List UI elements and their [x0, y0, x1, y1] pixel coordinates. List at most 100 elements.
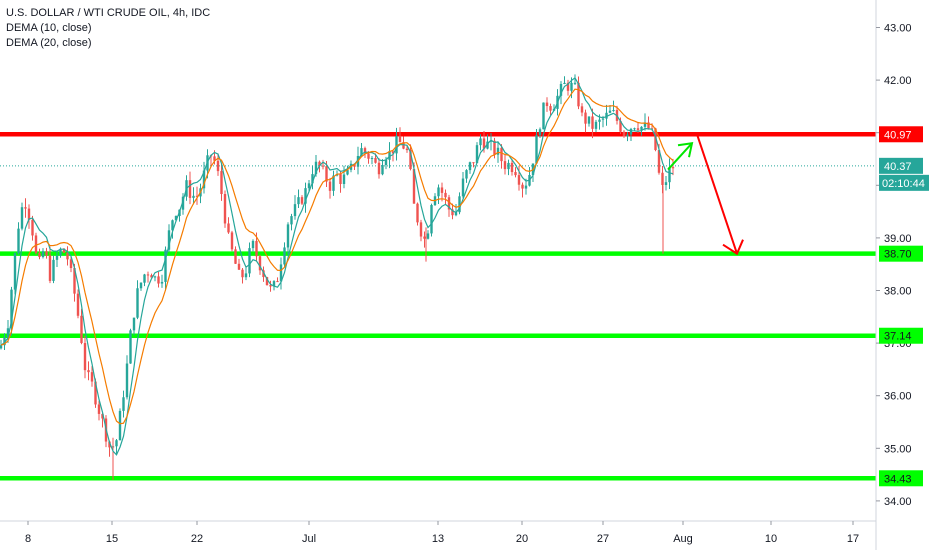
candle-body [587, 116, 591, 124]
candle-body [447, 197, 451, 210]
candle-body [143, 274, 146, 283]
candle-body [612, 110, 615, 112]
horizontal-levels-layer [0, 132, 876, 481]
candle-body [94, 381, 97, 405]
candle-body [321, 165, 325, 167]
candle-body [444, 192, 447, 198]
price-tick-label: 34.00 [884, 496, 912, 508]
candle-body [216, 160, 220, 172]
candle-body [265, 277, 269, 286]
time-tick-label: 15 [106, 533, 118, 545]
candle-body [409, 150, 412, 170]
level-badge-label: 40.97 [884, 129, 912, 141]
candle-body [3, 337, 6, 346]
candle-body [80, 315, 83, 344]
chart-legend: U.S. DOLLAR / WTI CRUDE OIL, 4h, IDC DEM… [6, 6, 210, 51]
candle-body [234, 249, 237, 264]
candle-body [608, 110, 612, 113]
candle-body [118, 410, 122, 441]
candle-body [486, 141, 489, 149]
candle-body [577, 82, 580, 107]
time-tick-label: 10 [765, 533, 777, 545]
candle-body [24, 207, 27, 209]
level-badge-label: 34.43 [884, 473, 912, 485]
dema-10-legend[interactable]: DEMA (10, close) [6, 22, 92, 34]
candle-body [419, 222, 423, 237]
candle-body [125, 363, 129, 398]
candle-body [601, 118, 605, 120]
candle-body [157, 276, 160, 284]
time-tick-label: 22 [191, 533, 203, 545]
candle-body [370, 157, 374, 159]
candle-body [384, 159, 388, 165]
candle-body [283, 247, 286, 265]
candle-body [475, 145, 479, 164]
candle-body [220, 171, 223, 195]
price-tick-label: 35.00 [884, 443, 912, 455]
candle-body [83, 343, 87, 371]
candle-body [482, 138, 486, 149]
candle-body [423, 236, 426, 239]
candle-body [160, 281, 164, 284]
symbol-title[interactable]: U.S. DOLLAR / WTI CRUDE OIL, 4h, IDC [6, 7, 211, 19]
price-badges-layer: 40.97 38.70 37.14 34.43 40.37 02:10:44 [879, 126, 929, 487]
countdown-label: 02:10:44 [882, 178, 925, 190]
candle-body [328, 181, 332, 191]
candle-body [192, 195, 195, 198]
candle-body [325, 166, 328, 182]
candle-body [223, 194, 227, 224]
candle-body [279, 264, 283, 282]
time-tick-label: 27 [597, 533, 609, 545]
candle-body [549, 106, 552, 111]
candle-body [377, 162, 381, 175]
candle-body [27, 208, 31, 220]
candle-body [90, 372, 94, 382]
candle-body [244, 273, 248, 278]
time-tick-label: Aug [673, 533, 693, 545]
candle-body [342, 174, 346, 185]
candle-body [62, 248, 66, 253]
candle-body [195, 195, 199, 197]
candle-body [619, 120, 622, 132]
candle-body [360, 148, 363, 156]
candle-body [48, 255, 52, 281]
candle-body [174, 215, 178, 221]
candle-body [346, 169, 349, 175]
candle-body [76, 293, 80, 316]
candle-body [108, 441, 111, 448]
candle-body [34, 235, 38, 253]
candle-body [643, 122, 647, 127]
candle-body [381, 164, 384, 175]
candle-body [398, 135, 402, 143]
candle-body [101, 413, 104, 419]
candle-body [521, 184, 524, 189]
arrow-down-head [722, 239, 744, 256]
candle-body [671, 167, 675, 169]
candle-body [412, 169, 416, 204]
candle-body [17, 228, 20, 254]
candle-body [496, 147, 500, 155]
price-tick-label: 42.00 [884, 75, 912, 87]
candle-body [202, 170, 206, 189]
candle-body [38, 252, 41, 258]
candle-body [248, 248, 251, 274]
dema-layer [0, 77, 674, 456]
candle-body [395, 135, 398, 154]
candle-body [664, 182, 668, 185]
candle-body [640, 126, 643, 130]
candle-body [353, 163, 356, 167]
candle-body [363, 148, 367, 154]
dema-20-legend[interactable]: DEMA (20, close) [6, 37, 92, 49]
candle-body [13, 253, 17, 290]
candle-body [570, 82, 573, 91]
time-tick-label: Jul [302, 533, 316, 545]
time-tick-label: 17 [847, 533, 859, 545]
last-price-badge [879, 157, 923, 174]
annotations-layer [667, 133, 744, 256]
candle-body [580, 106, 584, 113]
candle-body [297, 197, 300, 205]
candle-body [454, 212, 458, 216]
candle-body [230, 232, 234, 250]
level-badge-label: 38.70 [884, 249, 912, 261]
